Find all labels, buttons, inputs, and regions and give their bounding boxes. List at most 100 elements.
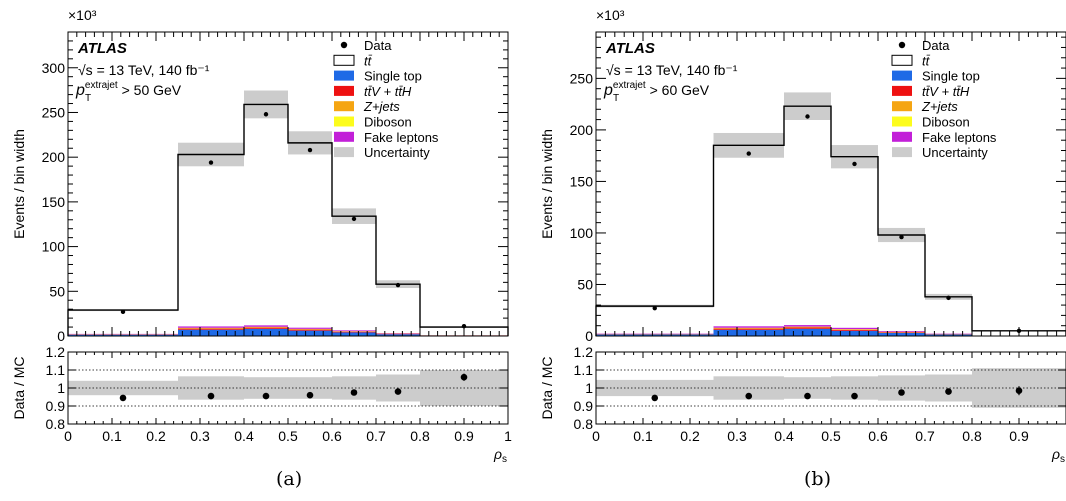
stack-bar-singletop [596,334,714,336]
ratio-y-tick-label: 1 [585,380,593,396]
x-tick-label: 0.8 [410,428,430,444]
legend-swatch [892,85,912,96]
ratio-y-tick-label: 0.9 [46,398,66,414]
stack-bar-singletop [332,332,376,336]
y-tick-label: 50 [49,283,65,299]
y-tick-label: 0 [57,328,65,344]
y-tick-label: 200 [570,122,594,138]
data-point [208,160,214,165]
stack-bar-fakeleptons [713,326,784,328]
data-point [946,295,951,301]
y-axis-label: Events / bin width [11,129,27,239]
ratio-point [119,394,127,402]
x-tick-label: 0 [592,428,600,444]
ratio-uncertainty-band [332,376,376,400]
stack-bar-zjets [288,329,332,330]
ratio-y-axis-label: Data / MC [539,356,555,419]
panel-b-caption: (b) [804,468,831,490]
x-tick-label: 0 [64,428,72,444]
y-multiplier-label: ×10³ [596,7,625,23]
legend-label: Z+jets [363,99,400,114]
stack-bar-fakeleptons [288,327,332,329]
stack-bar-zjets [713,327,784,329]
ratio-point [745,392,753,400]
stack-bar-ttvtth [332,331,376,333]
energy-lumi-label: √s = 13 TeV, 140 fb⁻¹ [606,62,738,78]
stack-bar-fakeleptons [244,325,288,327]
legend-label: Single top [922,69,980,84]
ratio-y-tick-label: 0.9 [574,398,594,414]
x-axis-label: ρs [1051,446,1065,465]
stack-bar-ttvtth [713,328,784,330]
legend-label: tt̄V + tt̄H [922,84,970,99]
stack-bar-zjets [831,329,878,330]
ratio-y-tick-label: 0.8 [46,416,66,432]
x-tick-label: 0.5 [278,428,298,444]
legend-label: tt̄V + tt̄H [364,84,412,99]
legend-label: tt̄ [922,53,931,68]
legend-label: Diboson [922,115,970,130]
stack-bar-fakeleptons [784,325,831,327]
legend-swatch [892,131,912,142]
cut-label-subscript: T [85,93,91,104]
cut-label: pextrajet > 50 GeV [75,80,182,99]
ratio-point [651,394,659,402]
ratio-y-tick-label: 1.2 [574,344,594,360]
ratio-point [1015,387,1023,395]
ratio-uncertainty-band [178,376,244,400]
x-tick-label: 0.8 [962,428,982,444]
x-tick-label: 0.4 [774,428,794,444]
x-axis-label: ρs [493,446,507,465]
x-tick-label: 0.7 [366,428,386,444]
ratio-y-tick-label: 0.8 [574,416,594,432]
ratio-point [945,388,952,395]
stack-bar-singletop [878,332,925,336]
legend-label: tt̄ [364,53,373,68]
stack-bar-singletop [784,328,831,336]
x-tick-label: 0.1 [102,428,122,444]
legend-swatch [892,147,912,158]
stack-bar-singletop [244,328,288,336]
stack-bar-fakeleptons [878,331,925,332]
legend-marker-data [340,41,348,49]
y-tick-label: 250 [42,104,66,120]
x-tick-label: 0.4 [234,428,254,444]
data-point [351,216,357,222]
stack-bar-zjets [784,326,831,328]
ratio-point [804,392,811,400]
y-tick-label: 100 [42,239,66,255]
y-tick-label: 100 [570,225,594,241]
y-tick-label: 50 [577,276,593,292]
data-point [652,305,657,311]
data-point [307,147,313,153]
stack-bar-singletop [713,329,784,336]
x-tick-label: 1 [504,428,512,444]
x-tick-label: 0.2 [680,428,700,444]
x-tick-label: 0.6 [868,428,888,444]
legend-label: Data [922,38,950,53]
data-point [120,309,126,315]
ratio-uncertainty-band [831,376,878,400]
legend-label: Fake leptons [922,130,997,145]
ratio-point [306,391,314,399]
y-tick-label: 0 [585,328,593,344]
legend-swatch [334,147,354,158]
panel-a: 0 50 100 150 200 250 300 ×10³ Events / bin width… [11,7,512,465]
stack-bar-singletop [376,334,420,336]
stack-bar-fakeleptons [178,326,244,328]
panel-b: 0 50 100 150 200 250 ×10³ Events / bin width ATL… [539,7,1066,465]
ratio-y-tick-label: 1.1 [574,362,594,378]
ratio-point [262,392,270,400]
legend-swatch [334,101,354,112]
legend-swatch [334,70,354,81]
stack-bar-singletop [831,330,878,336]
legend-swatch [892,101,912,112]
x-tick-label: 0.6 [322,428,342,444]
stack-bar-fakeleptons [332,330,376,332]
ratio-y-tick-label: 1 [57,380,65,396]
stack-bar-ttvtth [784,327,831,329]
x-tick-label: 0.7 [915,428,935,444]
legend-label: Single top [364,69,422,84]
x-tick-label: 0.3 [190,428,210,444]
